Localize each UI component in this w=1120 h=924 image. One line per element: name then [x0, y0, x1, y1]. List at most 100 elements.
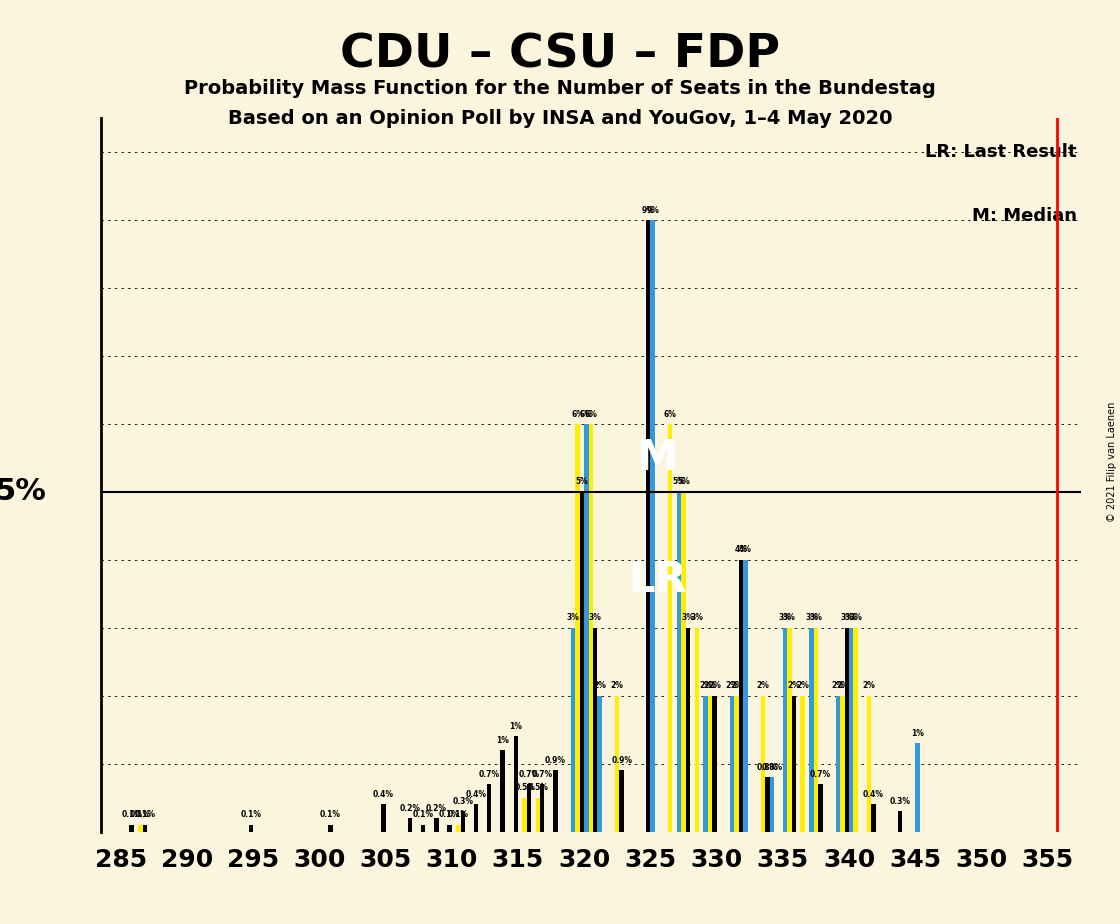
Text: 5%: 5% [576, 478, 588, 486]
Bar [130, 825, 134, 832]
Text: 0.1%: 0.1% [439, 810, 460, 820]
Text: 3%: 3% [844, 614, 858, 623]
Bar [853, 627, 858, 832]
Text: 6%: 6% [571, 409, 584, 419]
Bar [871, 805, 876, 832]
Text: 2%: 2% [756, 681, 769, 690]
Text: 1%: 1% [496, 736, 508, 745]
Text: 2%: 2% [610, 681, 624, 690]
Bar [142, 825, 147, 832]
Bar [408, 818, 412, 832]
Bar [619, 771, 624, 832]
Text: CDU – CSU – FDP: CDU – CSU – FDP [340, 32, 780, 78]
Bar [460, 811, 465, 832]
Text: 0.1%: 0.1% [130, 810, 151, 820]
Bar [501, 750, 505, 832]
Bar [769, 777, 774, 832]
Text: 5%: 5% [0, 478, 47, 506]
Bar [836, 696, 840, 832]
Bar [801, 696, 805, 832]
Bar [456, 825, 460, 832]
Text: 0.2%: 0.2% [400, 804, 420, 812]
Text: 0.1%: 0.1% [134, 810, 156, 820]
Bar [849, 627, 853, 832]
Bar [589, 424, 592, 832]
Text: 5%: 5% [673, 478, 685, 486]
Bar [580, 492, 585, 832]
Text: 0.4%: 0.4% [373, 790, 394, 799]
Bar [694, 627, 699, 832]
Bar [592, 627, 597, 832]
Bar [787, 627, 792, 832]
Bar [585, 424, 589, 832]
Text: 0.4%: 0.4% [862, 790, 884, 799]
Bar [381, 805, 385, 832]
Bar [668, 424, 672, 832]
Bar [814, 627, 818, 832]
Text: 3%: 3% [849, 614, 862, 623]
Text: Probability Mass Function for the Number of Seats in the Bundestag: Probability Mass Function for the Number… [184, 79, 936, 98]
Text: 0.4%: 0.4% [466, 790, 486, 799]
Text: 2%: 2% [594, 681, 606, 690]
Text: 3%: 3% [690, 614, 703, 623]
Text: 1%: 1% [510, 722, 522, 731]
Text: 0.1%: 0.1% [241, 810, 261, 820]
Bar [810, 627, 814, 832]
Text: 0.8%: 0.8% [762, 763, 783, 772]
Text: 2%: 2% [699, 681, 712, 690]
Text: 0.9%: 0.9% [612, 756, 632, 765]
Text: 0.1%: 0.1% [412, 810, 433, 820]
Text: 0.7%: 0.7% [810, 770, 831, 779]
Text: 3%: 3% [681, 614, 694, 623]
Text: © 2021 Filip van Laenen: © 2021 Filip van Laenen [1107, 402, 1117, 522]
Bar [328, 825, 333, 832]
Bar [249, 825, 253, 832]
Bar [783, 627, 787, 832]
Bar [739, 560, 743, 832]
Text: 2%: 2% [730, 681, 743, 690]
Bar [540, 784, 544, 832]
Bar [765, 777, 769, 832]
Text: 0.8%: 0.8% [757, 763, 778, 772]
Text: 3%: 3% [589, 614, 601, 623]
Bar [708, 696, 712, 832]
Bar [915, 743, 920, 832]
Bar [840, 696, 844, 832]
Text: 0.9%: 0.9% [545, 756, 566, 765]
Bar [712, 696, 717, 832]
Text: 0.1%: 0.1% [448, 810, 469, 820]
Text: 3%: 3% [840, 614, 853, 623]
Bar [867, 696, 871, 832]
Text: 3%: 3% [805, 614, 818, 623]
Bar [535, 797, 540, 832]
Bar [760, 696, 765, 832]
Text: Based on an Opinion Poll by INSA and YouGov, 1–4 May 2020: Based on an Opinion Poll by INSA and You… [227, 109, 893, 128]
Text: 3%: 3% [810, 614, 822, 623]
Text: 3%: 3% [783, 614, 796, 623]
Bar [844, 627, 849, 832]
Bar [676, 492, 681, 832]
Bar [818, 784, 822, 832]
Bar [139, 825, 142, 832]
Text: 0.2%: 0.2% [426, 804, 447, 812]
Bar [792, 696, 796, 832]
Bar [571, 627, 576, 832]
Text: 2%: 2% [862, 681, 876, 690]
Text: LR: Last Result: LR: Last Result [925, 143, 1077, 162]
Bar [421, 825, 426, 832]
Text: 0.7%: 0.7% [478, 770, 500, 779]
Text: 5%: 5% [678, 478, 690, 486]
Bar [522, 797, 526, 832]
Text: LR: LR [627, 559, 687, 602]
Text: 0.3%: 0.3% [889, 796, 911, 806]
Text: 1%: 1% [911, 729, 924, 738]
Text: 6%: 6% [585, 409, 597, 419]
Text: 2%: 2% [796, 681, 809, 690]
Bar [646, 220, 651, 832]
Text: 4%: 4% [735, 545, 747, 554]
Bar [447, 825, 451, 832]
Text: 2%: 2% [831, 681, 844, 690]
Text: 9%: 9% [642, 206, 654, 214]
Text: 6%: 6% [580, 409, 592, 419]
Text: 0.7%: 0.7% [519, 770, 540, 779]
